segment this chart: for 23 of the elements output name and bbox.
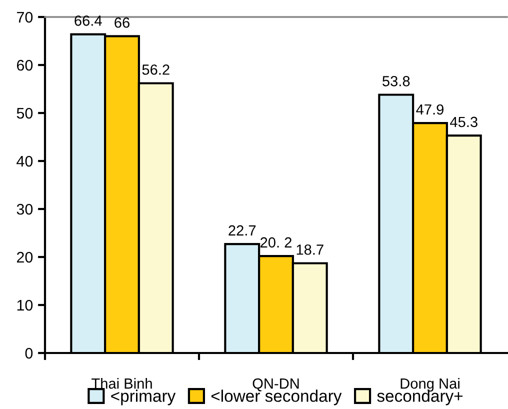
x-tick-label: Thai Binh <box>92 378 152 389</box>
y-tick-label: 70 <box>16 12 33 23</box>
data-label: 53.8 <box>382 76 410 86</box>
data-label: 66.4 <box>74 16 102 26</box>
x-tick-label: QN-DN <box>252 378 299 392</box>
y-tick-label: 50 <box>16 108 33 119</box>
legend-label: <primary <box>111 390 176 406</box>
data-label: 56.2 <box>142 64 170 75</box>
data-label: 47.9 <box>416 104 444 115</box>
y-tick-label: 0 <box>25 348 33 359</box>
data-label: 45.3 <box>450 116 478 128</box>
data-label: 66 <box>114 17 130 28</box>
legend-label: <lower secondary <box>211 390 342 406</box>
y-tick-label: 30 <box>16 204 33 215</box>
y-tick-label: 10 <box>17 300 33 311</box>
data-label: 22.7 <box>228 225 256 236</box>
legend-label: secondary+ <box>377 390 463 406</box>
data-label: 18.7 <box>296 244 324 255</box>
y-tick-label: 60 <box>16 60 33 71</box>
y-tick-label: 40 <box>16 156 33 167</box>
x-tick-label: Dong Nai <box>400 378 460 392</box>
data-label: 20. 2 <box>260 237 292 248</box>
y-tick-label: 20 <box>16 252 33 263</box>
